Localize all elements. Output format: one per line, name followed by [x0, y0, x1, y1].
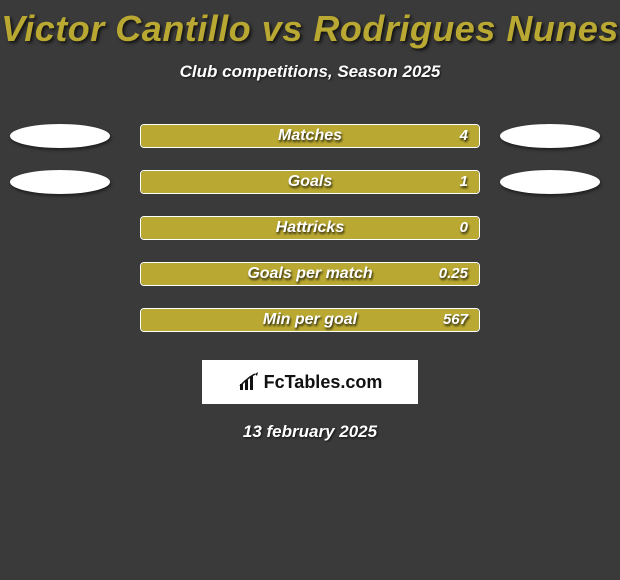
- stat-bar-fill: [141, 171, 479, 193]
- stat-row: Matches4: [0, 124, 620, 148]
- stat-rows: Matches4 Goals1 Hattricks0 Goals per match0…: [0, 124, 620, 332]
- stat-row: Min per goal567: [0, 308, 620, 332]
- stat-bar: [140, 308, 480, 332]
- right-ellipse: [500, 124, 600, 148]
- date-text: 13 february 2025: [0, 422, 620, 442]
- stat-bar: [140, 170, 480, 194]
- stat-bar: [140, 124, 480, 148]
- stat-row: Goals1: [0, 170, 620, 194]
- stat-row: Goals per match0.25: [0, 262, 620, 286]
- stat-bar-fill: [141, 125, 479, 147]
- stat-bar-fill: [141, 217, 479, 239]
- subtitle: Club competitions, Season 2025: [0, 62, 620, 82]
- page-title: Victor Cantillo vs Rodrigues Nunes: [0, 0, 620, 50]
- stat-bar: [140, 262, 480, 286]
- left-ellipse: [10, 170, 110, 194]
- stat-bar-fill: [141, 263, 479, 285]
- logo-badge: FcTables.com: [202, 360, 418, 404]
- left-ellipse: [10, 124, 110, 148]
- stat-bar-fill: [141, 309, 479, 331]
- logo-text: FcTables.com: [264, 372, 383, 393]
- chart-icon: [238, 372, 260, 392]
- stat-bar: [140, 216, 480, 240]
- stat-row: Hattricks0: [0, 216, 620, 240]
- right-ellipse: [500, 170, 600, 194]
